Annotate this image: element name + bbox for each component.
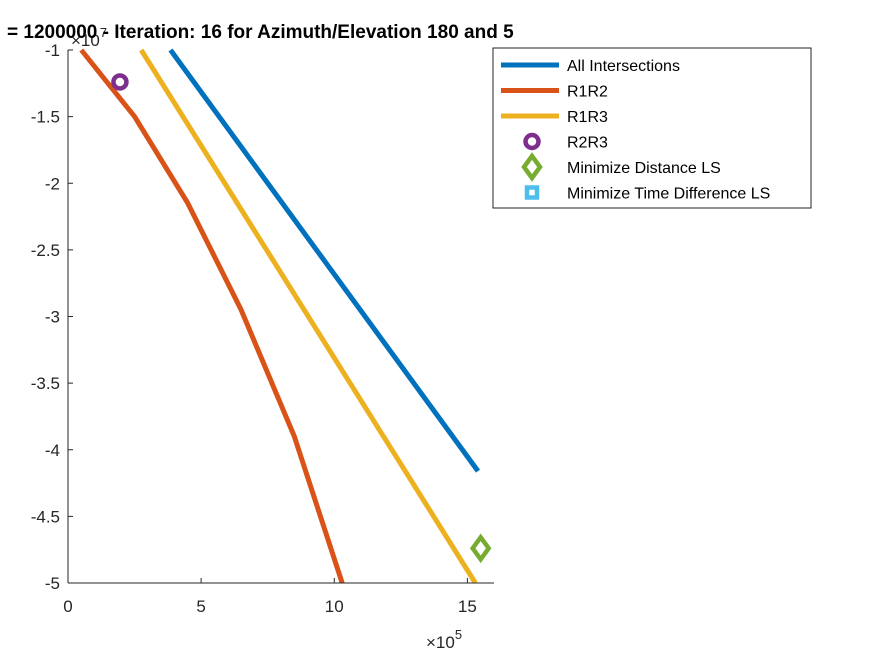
legend-swatch-minimize-distance-ls (521, 152, 543, 182)
x-exponent-power: 5 (455, 627, 462, 642)
x-tick-label: 15 (458, 597, 477, 616)
y-tick-label: -1.5 (31, 108, 60, 127)
legend-label-r2r3: R2R3 (567, 135, 608, 152)
series-line-all-intersections (168, 48, 481, 473)
y-tick-label: -4.5 (31, 507, 60, 526)
x-tick-label: 0 (63, 597, 72, 616)
legend-label-minimize-distance-ls: Minimize Distance LS (567, 160, 721, 177)
y-exponent-power: 7 (100, 25, 107, 40)
legend-swatch-r2r3 (523, 132, 541, 151)
y-tick-label: -3.5 (31, 374, 60, 393)
legend-box (492, 47, 812, 209)
series-point-r2r3 (111, 73, 129, 91)
series-point-minimize-distance-ls (469, 533, 492, 564)
legend[interactable]: All Intersections R1R2 R1R3 R2R3 Minimize Di… (492, 47, 812, 209)
y-tick-label: -3 (45, 308, 60, 327)
plot-series-group (79, 48, 481, 583)
y-tick-label: -5 (45, 574, 60, 593)
legend-label-all-intersections: All Intersections (567, 58, 680, 75)
legend-label-r1r2: R1R2 (567, 84, 608, 101)
legend-swatch-minimize-time-difference-ls (524, 185, 540, 200)
legend-label-minimize-time-difference-ls: Minimize Time Difference LS (567, 186, 770, 203)
y-tick-label: -1 (45, 41, 60, 60)
chart-title: = 1200000 - Iteration: 16 for Azimuth/El… (7, 22, 514, 43)
series-line-r1r3 (139, 48, 478, 583)
y-tick-label: -4 (45, 441, 60, 460)
y-tick-label: -2 (45, 174, 60, 193)
x-tick-label: 10 (325, 597, 344, 616)
series-line-r1r2 (79, 48, 345, 583)
legend-label-r1r3: R1R3 (567, 109, 608, 126)
x-tick-label: 5 (196, 597, 205, 616)
y-tick-label: -2.5 (31, 241, 60, 260)
